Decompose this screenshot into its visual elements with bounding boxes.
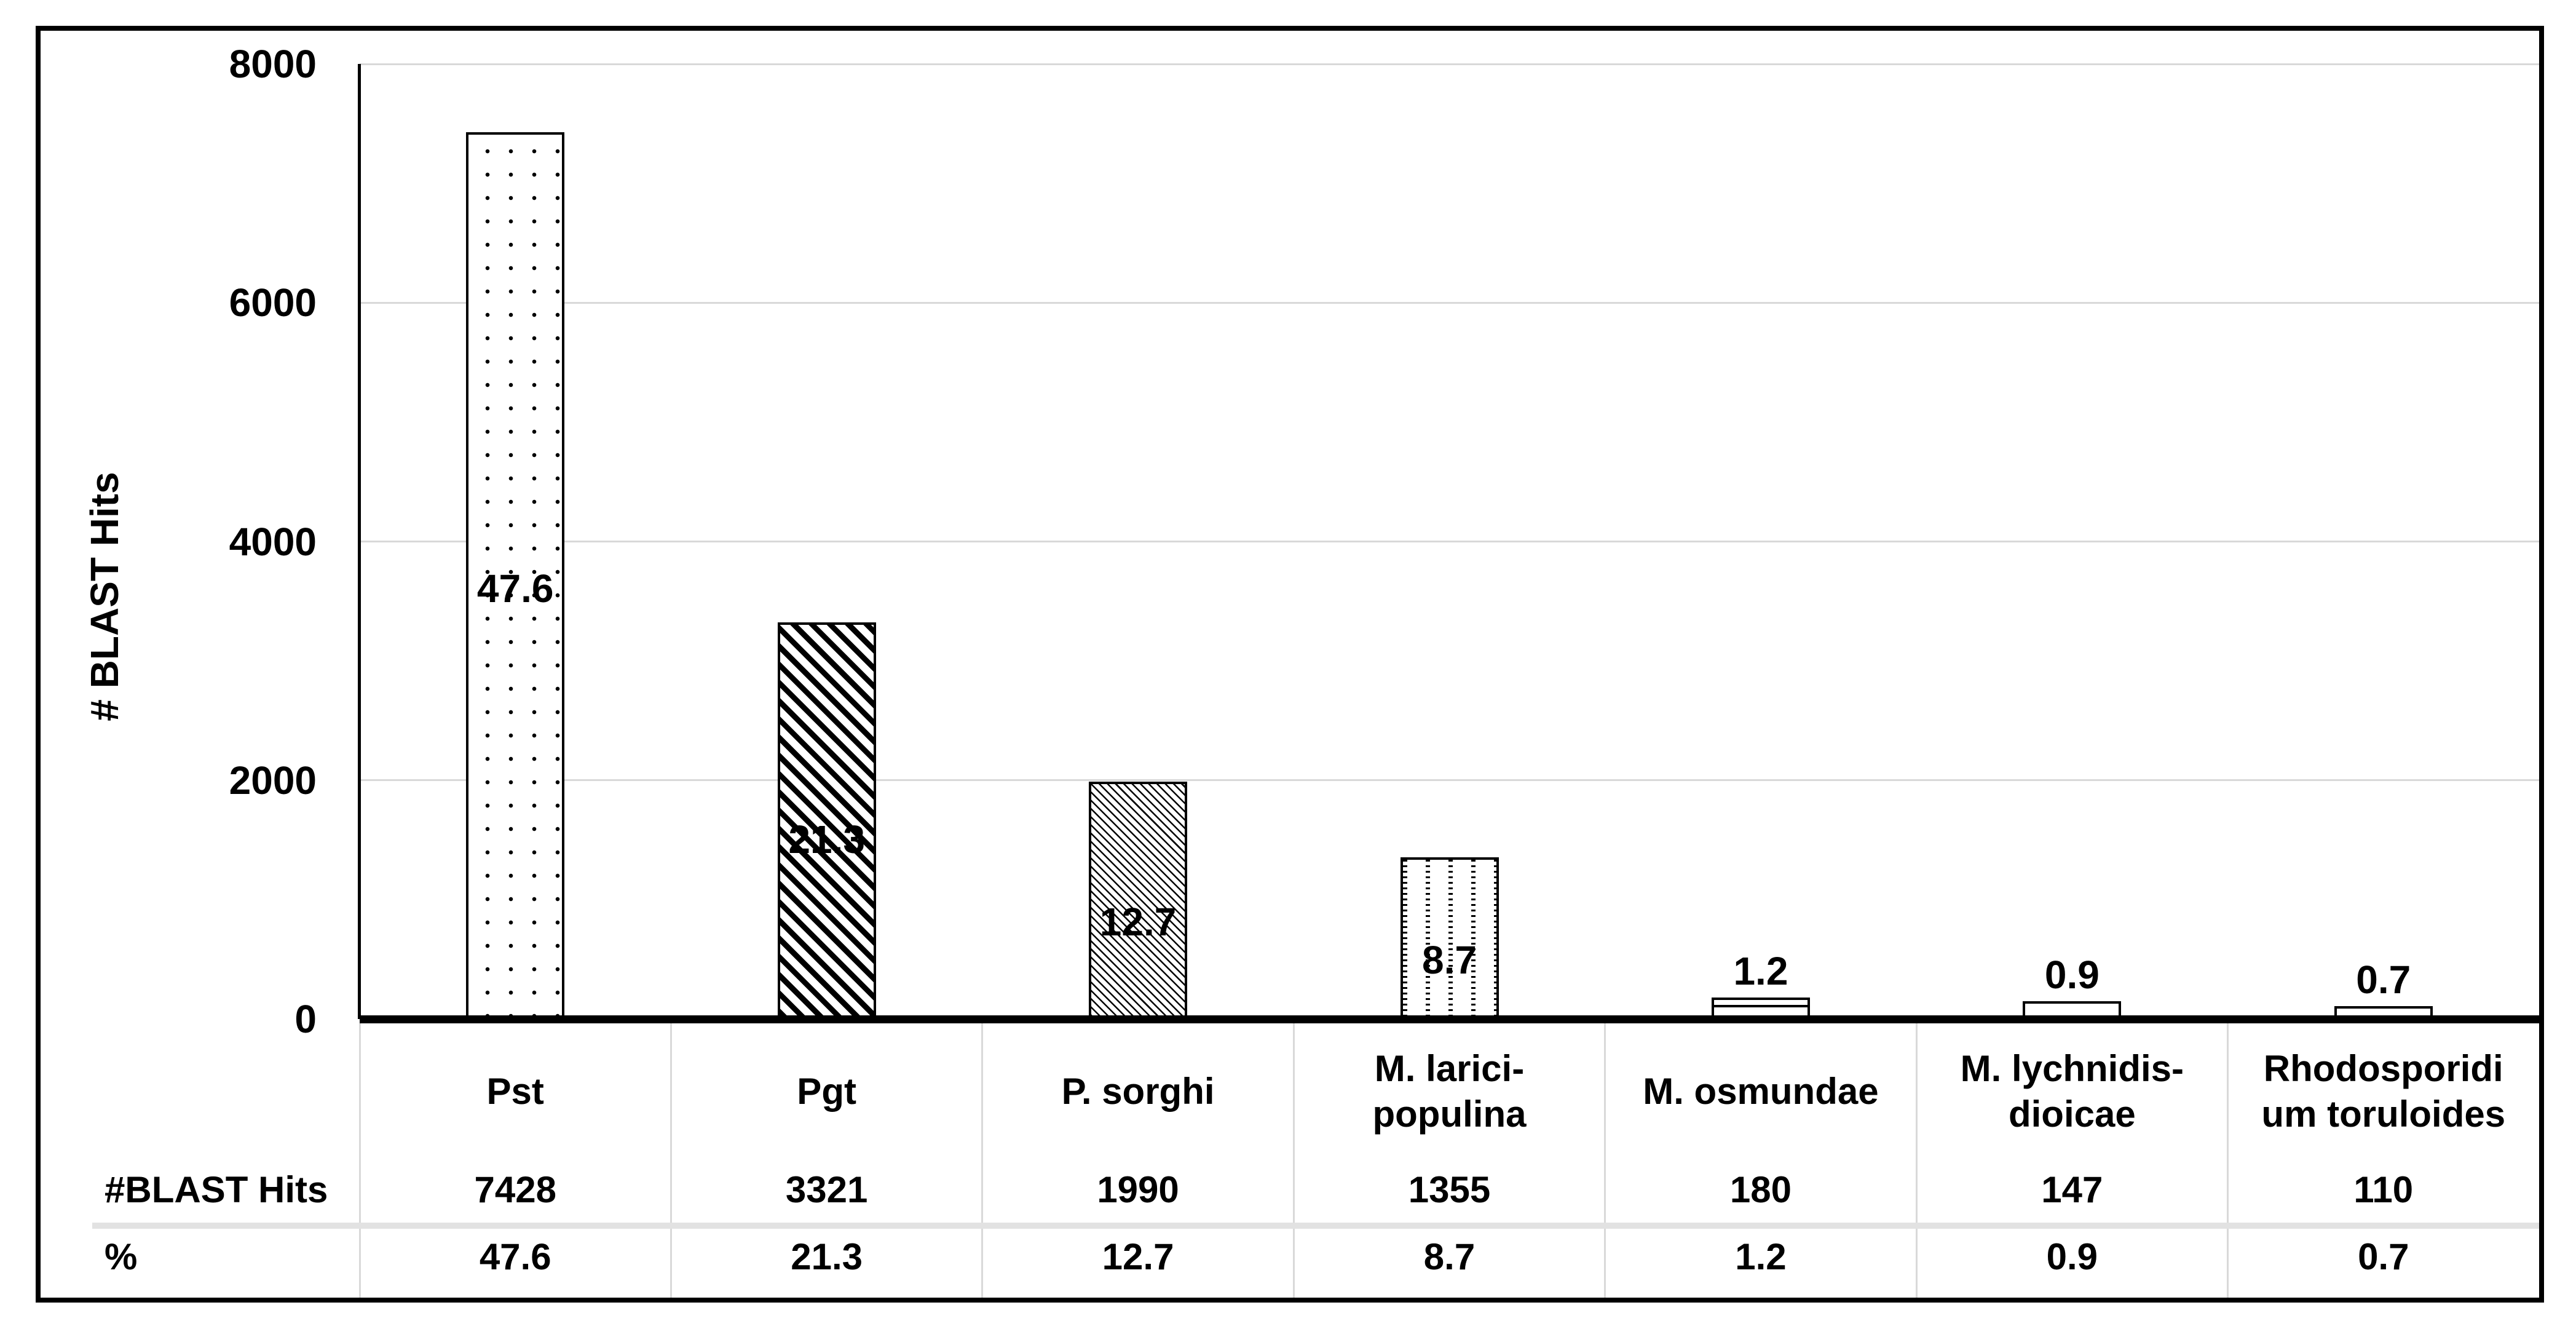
bar-pst — [466, 132, 565, 1019]
category-label: M. lychnidis-dioicae — [1960, 1048, 2184, 1135]
bar-percent-label: 12.7 — [1099, 899, 1177, 944]
table-cell: 0.9 — [2046, 1236, 2098, 1277]
y-tick-label: 8000 — [229, 42, 317, 86]
bar-pgt — [777, 622, 876, 1019]
column-divider — [358, 1023, 361, 1298]
bar-percent-label: 8.7 — [1422, 937, 1477, 982]
column-divider — [1292, 1023, 1295, 1298]
table-cell: 21.3 — [791, 1236, 863, 1277]
column-divider — [1915, 1023, 1918, 1298]
gridline — [360, 779, 2539, 782]
column-divider — [670, 1023, 672, 1298]
table-cell: 3321 — [785, 1169, 868, 1210]
category-label: Pgt — [797, 1071, 856, 1112]
table-cell: 47.6 — [479, 1236, 551, 1277]
table-cell: 147 — [2041, 1169, 2103, 1210]
chart-figure: # BLAST Hits 8000 6000 4000 2000 0 47.6 21.3 1… — [36, 26, 2544, 1303]
category-label: Rhodosporidi um toruloides — [2261, 1048, 2506, 1135]
table-cell: 1990 — [1097, 1169, 1179, 1210]
table-cell: 180 — [1729, 1169, 1792, 1210]
table-cell: 0.7 — [2358, 1236, 2409, 1277]
table-row-label-blast-hits: #BLAST Hits — [105, 1169, 328, 1210]
y-tick-label: 6000 — [229, 280, 317, 325]
gridline — [360, 63, 2539, 65]
table-row-label-percent: % — [105, 1236, 138, 1277]
bar-percent-label: 21.3 — [788, 817, 865, 862]
table-cell: 1.2 — [1735, 1236, 1787, 1277]
bar-percent-label: 0.7 — [2356, 958, 2411, 1002]
table-cell: 8.7 — [1423, 1236, 1476, 1277]
category-label: M. larici-populina — [1372, 1048, 1527, 1135]
gridline — [360, 541, 2539, 542]
y-tick-label: 0 — [294, 997, 317, 1041]
gridline — [360, 301, 2539, 304]
table-cell: 110 — [2353, 1169, 2414, 1210]
x-axis-line — [360, 1015, 2539, 1023]
y-axis-line — [358, 64, 361, 1019]
column-divider — [981, 1023, 984, 1298]
table-cell: 7428 — [474, 1169, 556, 1210]
category-label: Pst — [486, 1071, 544, 1112]
column-divider — [2227, 1023, 2229, 1298]
bar-percent-label: 47.6 — [476, 566, 554, 611]
category-label: P. sorghi — [1061, 1071, 1215, 1112]
bar-percent-label: 0.9 — [2044, 953, 2100, 997]
table-cell: 12.7 — [1102, 1236, 1174, 1277]
y-tick-label: 4000 — [229, 519, 317, 564]
y-tick-label: 2000 — [229, 758, 317, 803]
table-row-divider — [92, 1223, 2539, 1229]
y-axis-title: # BLAST Hits — [82, 472, 127, 721]
table-cell: 1355 — [1408, 1169, 1491, 1210]
category-label: M. osmundae — [1643, 1071, 1879, 1112]
bar-m-larici-populina — [1400, 857, 1499, 1019]
bar-percent-label: 1.2 — [1733, 949, 1788, 993]
column-divider — [1604, 1023, 1606, 1298]
